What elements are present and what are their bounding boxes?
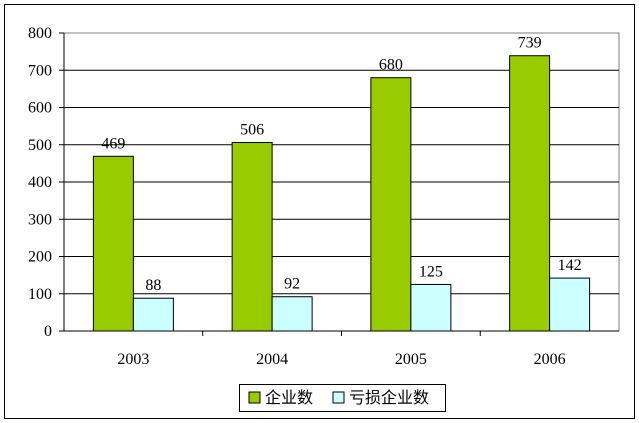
bar-loss-enterprises [132, 297, 174, 332]
y-axis-ticks: 0 100 200 300 400 500 600 700 800 [28, 25, 619, 340]
data-label: 680 [379, 57, 403, 74]
legend-swatch [248, 391, 261, 404]
y-tick-label: 800 [28, 25, 52, 42]
bar-enterprises [92, 155, 134, 332]
data-label: 142 [558, 257, 582, 274]
bar-loss-enterprises [410, 283, 452, 332]
y-tick-label: 100 [28, 286, 52, 303]
bar-enterprises [509, 55, 551, 332]
data-label: 739 [518, 35, 542, 52]
bar-loss-enterprises [271, 296, 313, 332]
x-axis-ticks: 2003 2004 2005 2006 [117, 331, 566, 368]
data-label: 88 [145, 277, 161, 294]
data-label: 469 [101, 135, 125, 152]
bar-loss-enterprises [549, 277, 591, 332]
legend-label: 企业数 [265, 388, 313, 407]
x-tick-label: 2006 [534, 351, 566, 368]
y-tick-label: 700 [28, 62, 52, 79]
data-label: 506 [240, 122, 264, 139]
data-label: 125 [419, 263, 443, 280]
y-tick-label: 400 [28, 174, 52, 191]
y-tick-label: 500 [28, 137, 52, 154]
bars [92, 55, 591, 332]
y-tick-label: 600 [28, 100, 52, 117]
data-label: 92 [284, 276, 300, 293]
legend-swatch [332, 391, 345, 404]
bar-enterprises [370, 77, 412, 332]
bar-enterprises [231, 142, 273, 332]
y-tick-label: 300 [28, 211, 52, 228]
x-tick-label: 2005 [395, 351, 427, 368]
legend: 企业数 亏损企业数 [239, 384, 446, 412]
data-labels: 469 88 506 92 680 125 739 142 [101, 35, 581, 294]
y-tick-label: 200 [28, 249, 52, 266]
y-tick-label: 0 [44, 323, 52, 340]
x-tick-label: 2004 [256, 351, 288, 368]
legend-label: 亏损企业数 [349, 388, 429, 407]
x-tick-label: 2003 [117, 351, 149, 368]
